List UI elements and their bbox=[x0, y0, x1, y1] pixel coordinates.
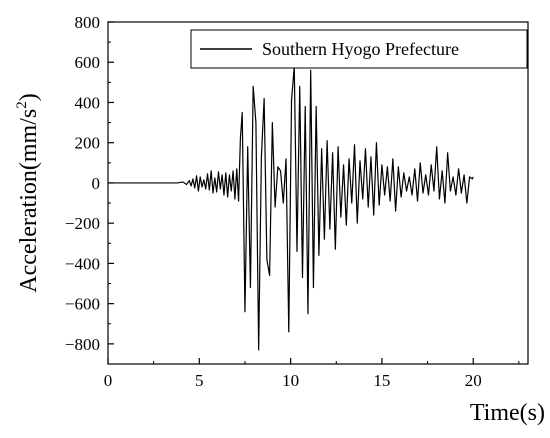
x-tick-label: 0 bbox=[104, 371, 113, 390]
y-tick-label: −400 bbox=[65, 254, 100, 273]
legend: Southern Hyogo Prefecture bbox=[190, 29, 528, 69]
axis-ticks bbox=[107, 21, 520, 365]
x-tick-label: 15 bbox=[373, 371, 390, 390]
y-tick-label: −600 bbox=[65, 295, 100, 314]
y-tick-label: 600 bbox=[75, 53, 101, 72]
y-tick-label: 800 bbox=[75, 13, 101, 32]
y-tick-label: 200 bbox=[75, 134, 101, 153]
y-axis-label-close: ) bbox=[16, 93, 42, 101]
x-tick-label: 10 bbox=[282, 371, 299, 390]
y-tick-label: 400 bbox=[75, 93, 101, 112]
y-axis-label: Acceleration(mm/s2) bbox=[14, 93, 42, 292]
x-tick-label: 5 bbox=[195, 371, 204, 390]
plot-frame bbox=[107, 21, 529, 365]
y-tick-label: 0 bbox=[92, 174, 101, 193]
x-tick-label: 20 bbox=[465, 371, 482, 390]
y-tick-label: −800 bbox=[65, 335, 100, 354]
y-tick-label: −200 bbox=[65, 214, 100, 233]
x-axis-label: Time(s) bbox=[470, 400, 545, 426]
y-axis-label-superscript: 2 bbox=[14, 101, 30, 109]
tick-labels: 0 5 10 15 20 −800 −600 −400 −200 0 200 400 600 800 bbox=[65, 13, 482, 390]
legend-label: Southern Hyogo Prefecture bbox=[262, 39, 459, 59]
series-line bbox=[108, 65, 474, 351]
y-axis-label-main: Acceleration(mm/s bbox=[16, 109, 42, 293]
svg-text:Acceleration(mm/s2): Acceleration(mm/s2) bbox=[14, 93, 42, 292]
